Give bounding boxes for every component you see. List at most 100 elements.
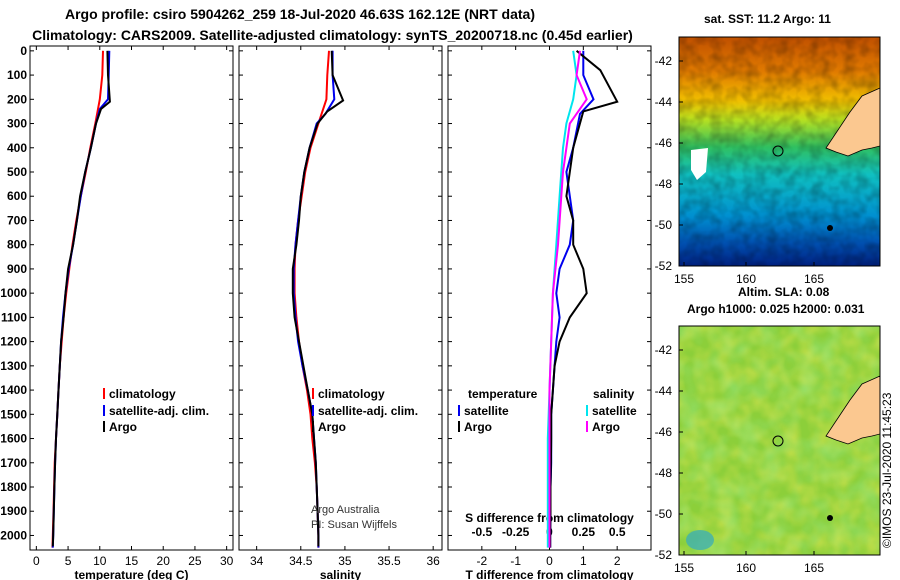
x-top-tick-label: -0.5 bbox=[471, 525, 492, 539]
map-y-tick-label: -48 bbox=[655, 177, 673, 191]
island-marker bbox=[827, 225, 833, 231]
y-tick-label: 2000 bbox=[0, 528, 27, 542]
map-y-tick-label: -42 bbox=[655, 343, 673, 357]
y-tick-label: 300 bbox=[7, 117, 27, 131]
map-y-tick-label: -42 bbox=[655, 54, 673, 68]
panel-differences: -2 -1 0 1 2T difference from climatology -0.5… bbox=[447, 45, 652, 580]
map-y-tick-label: -52 bbox=[655, 259, 673, 273]
x-tick-label: 1 bbox=[580, 554, 587, 568]
x-tick-label: 2 bbox=[614, 554, 621, 568]
x-axis-label: temperature (deg C) bbox=[74, 568, 188, 580]
no-data-patch bbox=[691, 148, 708, 180]
credit-text: ©IMOS 23-Jul-2020 11:45:23 bbox=[880, 392, 894, 548]
legend-swatch bbox=[103, 405, 105, 416]
sst-map-title: sat. SST: 11.2 Argo: 11 bbox=[704, 12, 831, 26]
chart-title: Argo profile: csiro 5904262_259 18-Jul-2… bbox=[64, 6, 535, 22]
y-tick-label: 400 bbox=[7, 141, 27, 155]
legend-label: satellite bbox=[592, 404, 637, 418]
y-tick-label: 1100 bbox=[1, 310, 27, 324]
map-y-tick-label: -46 bbox=[655, 425, 673, 439]
map-y-tick-label: -44 bbox=[655, 384, 673, 398]
y-tick-label: 1700 bbox=[0, 456, 27, 470]
series-line-0 bbox=[293, 50, 330, 548]
x-tick-label: 30 bbox=[220, 554, 234, 568]
x-tick-label: 25 bbox=[188, 554, 202, 568]
sla-map-subtitle: Argo h1000: 0.025 h2000: 0.031 bbox=[687, 302, 865, 316]
legend-label: Argo bbox=[592, 420, 620, 434]
map-y-tick-label: -50 bbox=[655, 218, 673, 232]
legend-label: climatology bbox=[318, 387, 385, 401]
plot-frame bbox=[29, 45, 234, 551]
x-tick-label: 20 bbox=[157, 554, 171, 568]
map-x-tick-label: 160 bbox=[736, 272, 756, 286]
y-tick-label: 100 bbox=[7, 68, 27, 82]
y-tick-label: 1400 bbox=[0, 383, 27, 397]
x-tick-label: 34 bbox=[250, 554, 264, 568]
series-line-1 bbox=[51, 50, 111, 548]
x-tick-label: 35.5 bbox=[377, 554, 401, 568]
y-tick-label: 700 bbox=[7, 213, 27, 227]
map-y-tick-label: -44 bbox=[655, 95, 673, 109]
y-tick-label: 1300 bbox=[0, 359, 27, 373]
legend-swatch bbox=[103, 388, 105, 399]
map-y-tick-label: -50 bbox=[655, 507, 673, 521]
map-y-tick-label: -52 bbox=[655, 548, 673, 562]
map-x-tick-label: 155 bbox=[674, 272, 694, 286]
plot-frame bbox=[238, 45, 443, 551]
legend-label: satellite bbox=[464, 404, 509, 418]
x-axis-label: salinity bbox=[320, 568, 362, 580]
legend-label: Argo bbox=[464, 420, 492, 434]
x-tick-label: 34.5 bbox=[289, 554, 313, 568]
x-tick-label: 36 bbox=[426, 554, 440, 568]
y-tick-label: 1500 bbox=[0, 407, 27, 421]
legend-label: Argo bbox=[109, 420, 137, 434]
legend-label: satellite-adj. clim. bbox=[109, 404, 209, 418]
legend-label: satellite-adj. clim. bbox=[318, 404, 418, 418]
x-tick-label: 10 bbox=[93, 554, 107, 568]
legend-swatch bbox=[586, 405, 588, 416]
x-top-tick-label: 0.25 bbox=[572, 525, 596, 539]
map-x-tick-label: 165 bbox=[804, 272, 824, 286]
x-top-tick-label: -0.25 bbox=[502, 525, 530, 539]
y-tick-label: 500 bbox=[7, 165, 27, 179]
map-x-tick-label: 165 bbox=[804, 561, 824, 575]
land-new-zealand bbox=[825, 87, 881, 157]
sla-map-title: Altim. SLA: 0.08 bbox=[738, 285, 830, 299]
sla-map bbox=[678, 325, 881, 556]
y-tick-label: 800 bbox=[7, 238, 27, 252]
legend-swatch bbox=[458, 405, 460, 416]
map-y-tick-label: -48 bbox=[655, 466, 673, 480]
map-y-tick-label: -46 bbox=[655, 136, 673, 150]
x-tick-label: 0 bbox=[546, 554, 553, 568]
y-tick-label: 900 bbox=[7, 262, 27, 276]
x-tick-label: 0 bbox=[33, 554, 40, 568]
island-marker bbox=[827, 515, 833, 521]
series-line-2 bbox=[291, 50, 345, 547]
series-line-0 bbox=[549, 50, 595, 548]
legend-swatch bbox=[458, 421, 460, 432]
x-axis-label: T difference from climatology bbox=[465, 568, 633, 580]
chart-subtitle: Climatology: CARS2009. Satellite-adjuste… bbox=[32, 27, 633, 43]
legend-swatch bbox=[312, 405, 314, 416]
legend-swatch bbox=[586, 421, 588, 432]
panel-salinity: 34 34.5 35 35.5 36 salinity climatology satelli… bbox=[238, 45, 443, 580]
argo-location-marker bbox=[772, 435, 784, 447]
series-line-1 bbox=[292, 50, 336, 548]
land-new-zealand bbox=[825, 375, 881, 445]
series-line-3 bbox=[548, 50, 588, 548]
x-top-tick-label: 0.5 bbox=[609, 525, 626, 539]
x-tick-label: 35 bbox=[338, 554, 352, 568]
legend-title: temperature bbox=[468, 387, 538, 401]
series-line-2 bbox=[546, 50, 578, 548]
argo-location-marker bbox=[772, 145, 784, 157]
legend-swatch bbox=[312, 421, 314, 432]
x-tick-label: -2 bbox=[476, 554, 487, 568]
panel-temperature: 0100200300400500600700800900100011001200… bbox=[0, 44, 233, 580]
sst-map bbox=[678, 36, 881, 267]
y-tick-label: 1900 bbox=[0, 504, 27, 518]
y-tick-label: 0 bbox=[20, 44, 27, 58]
y-tick-label: 600 bbox=[7, 189, 27, 203]
y-tick-label: 200 bbox=[7, 92, 27, 106]
legend-title: salinity bbox=[593, 387, 635, 401]
